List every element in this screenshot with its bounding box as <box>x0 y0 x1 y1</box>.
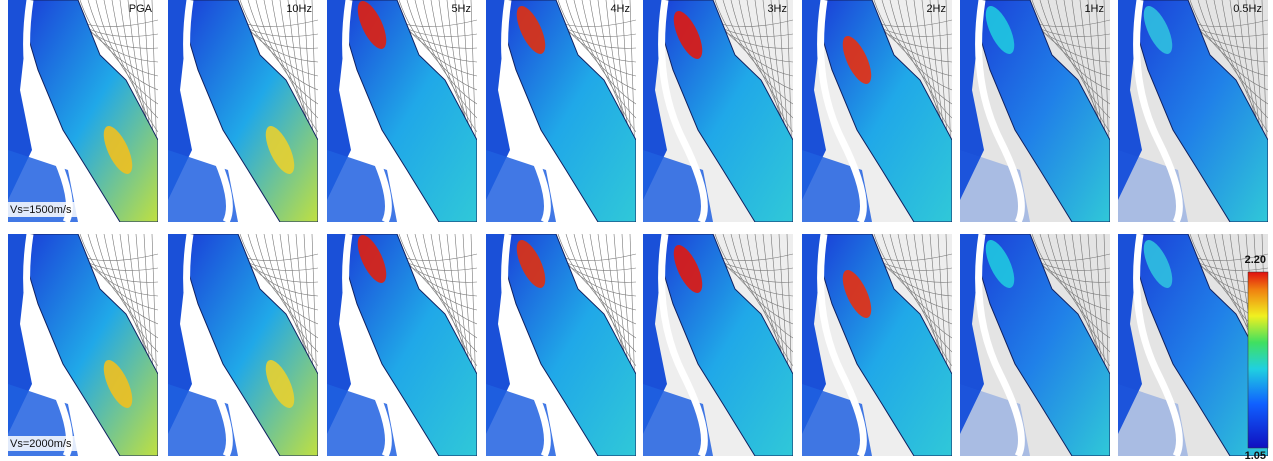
panel-label: 5Hz <box>451 3 471 15</box>
map-panel: 2Hz <box>802 0 952 222</box>
map-panel: 1Hz <box>960 0 1110 222</box>
row-label: Vs=1500m/s <box>10 204 72 216</box>
map-panel: 0.5Hz <box>1118 0 1268 222</box>
panel-label: 0.5Hz <box>1233 3 1262 15</box>
panel-label: 2Hz <box>926 3 946 15</box>
map-panel: 3Hz <box>643 0 793 222</box>
map-panel <box>960 234 1110 456</box>
page: {"panel_labels": ["PGA", "10Hz", "5Hz", … <box>0 0 1273 461</box>
panel-label: 10Hz <box>286 3 312 15</box>
panel-label: 1Hz <box>1084 3 1104 15</box>
map-panel <box>327 231 477 456</box>
map-panel: PGA <box>8 0 158 222</box>
map-panel <box>643 234 793 456</box>
map-panels: PGA 10Hz 5Hz 4Hz 3Hz 2Hz 1Hz 0.5Hz <box>8 0 1268 456</box>
panel-label: 3Hz <box>767 3 787 15</box>
figure: PGA 10Hz 5Hz 4Hz 3Hz 2Hz 1Hz 0.5Hz Vs=1500m/s Vs… <box>0 0 1273 461</box>
panel-label: PGA <box>129 3 153 15</box>
map-panel <box>8 234 158 456</box>
map-panel: 5Hz <box>327 0 477 222</box>
colorbar <box>1248 272 1268 448</box>
colorbar-tick-label: 2.20 <box>1245 254 1266 266</box>
map-panel <box>168 234 318 456</box>
map-panel: 4Hz <box>486 0 636 222</box>
map-panel <box>1118 234 1268 456</box>
colorbar-tick-label: 1.05 <box>1245 450 1266 461</box>
map-panel <box>802 234 952 456</box>
map-panel <box>486 234 636 456</box>
panel-label: 4Hz <box>610 3 630 15</box>
map-panel: 10Hz <box>168 0 318 222</box>
row-label: Vs=2000m/s <box>10 438 72 450</box>
